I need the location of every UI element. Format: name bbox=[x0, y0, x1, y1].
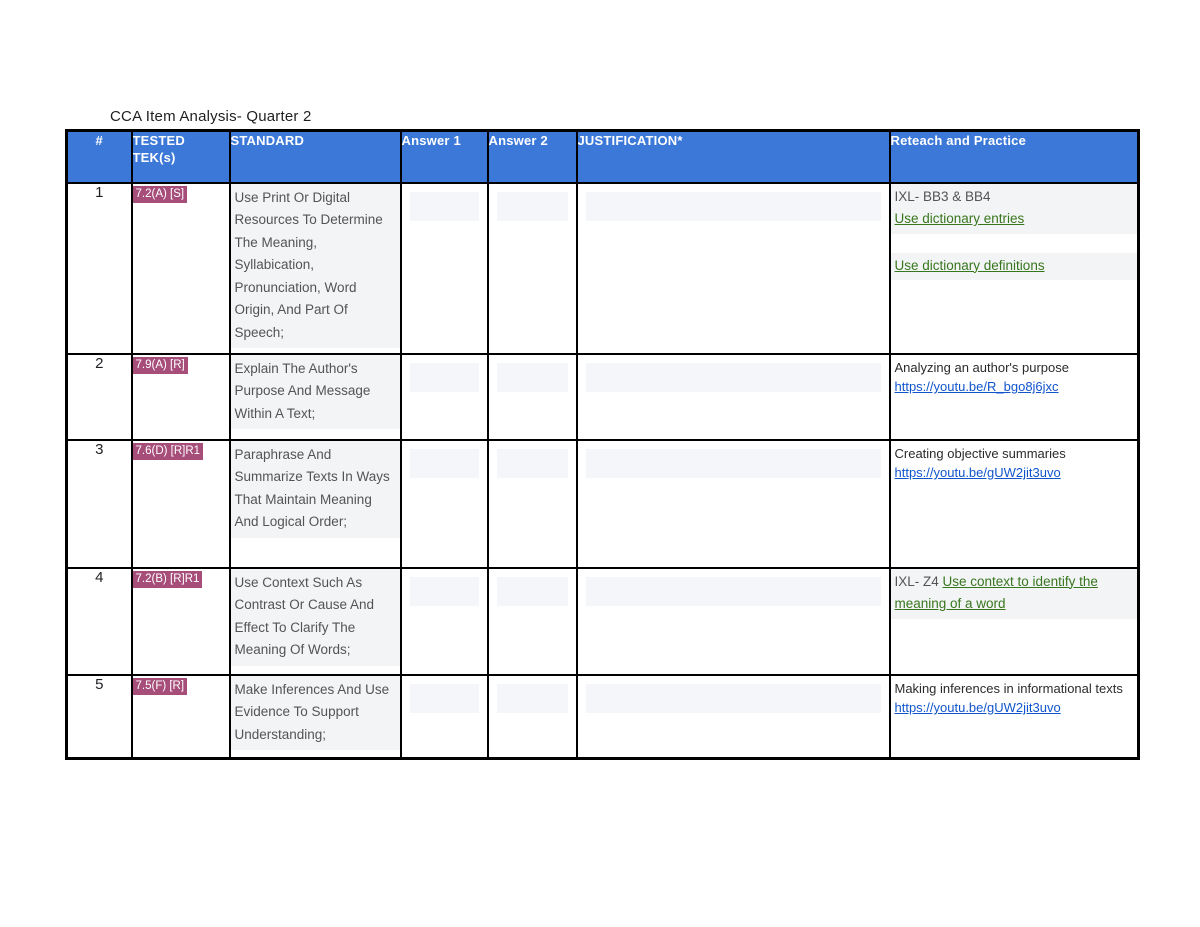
standard-cell: Paraphrase And Summarize Texts In Ways T… bbox=[228, 438, 402, 569]
table-row: 1 7.2(A) [S] Use Print Or Digital Resour… bbox=[65, 181, 1140, 355]
reteach-cell: Analyzing an author's purpose https://you… bbox=[888, 352, 1140, 441]
standard-text: Make Inferences And Use Evidence To Supp… bbox=[231, 676, 399, 750]
tek-cell: 7.6(D) [R]R1 bbox=[130, 438, 231, 569]
answer2-cell[interactable] bbox=[486, 181, 578, 355]
reteach-link[interactable]: https://youtu.be/gUW2jit3uvo bbox=[894, 700, 1061, 715]
tek-chip: 7.2(B) [R]R1 bbox=[133, 570, 203, 588]
answer2-cell[interactable] bbox=[486, 673, 578, 760]
answer1-empty-field[interactable] bbox=[409, 448, 479, 478]
answer2-empty-field[interactable] bbox=[496, 576, 568, 606]
reteach-cell: IXL- Z4 Use context to identify the mean… bbox=[888, 566, 1140, 676]
reteach-cell: IXL- BB3 & BB4 Use dictionary entries Use … bbox=[888, 181, 1140, 355]
justification-cell[interactable] bbox=[575, 352, 891, 441]
justification-empty-field[interactable] bbox=[585, 576, 881, 606]
row-number: 5 bbox=[95, 675, 104, 693]
column-header-standard: STANDARD bbox=[228, 129, 402, 184]
reteach-link[interactable]: Use dictionary entries bbox=[894, 211, 1025, 226]
reteach-text: Making inferences in informational texts bbox=[894, 680, 1123, 696]
justification-empty-field[interactable] bbox=[585, 448, 881, 478]
reteach-paragraph: IXL- Z4 Use context to identify the mean… bbox=[891, 569, 1137, 619]
answer2-empty-field[interactable] bbox=[496, 362, 568, 392]
standard-text: Use Print Or Digital Resources To Determ… bbox=[231, 184, 399, 348]
answer2-cell[interactable] bbox=[486, 352, 578, 441]
tek-cell: 7.5(F) [R] bbox=[130, 673, 231, 760]
table-row: 5 7.5(F) [R] Make Inferences And Use Evi… bbox=[65, 673, 1140, 760]
tek-chip: 7.2(A) [S] bbox=[133, 185, 188, 203]
reteach-spacer bbox=[892, 234, 1137, 253]
answer1-cell[interactable] bbox=[399, 181, 489, 355]
row-number-cell: 1 bbox=[65, 181, 133, 355]
answer1-cell[interactable] bbox=[399, 352, 489, 441]
reteach-paragraph: Analyzing an author's purpose https://you… bbox=[892, 356, 1137, 397]
reteach-paragraph: Making inferences in informational texts… bbox=[892, 677, 1137, 718]
reteach-text: IXL- BB3 & BB4 bbox=[894, 188, 991, 204]
item-analysis-table: # TESTED TEK(s) STANDARD Answer 1 Answer… bbox=[65, 129, 1140, 760]
standard-cell: Explain The Author's Purpose And Message… bbox=[228, 352, 402, 441]
answer2-empty-field[interactable] bbox=[496, 191, 568, 221]
standard-cell: Use Context Such As Contrast Or Cause An… bbox=[228, 566, 402, 676]
answer2-cell[interactable] bbox=[486, 438, 578, 569]
column-header-answer1: Answer 1 bbox=[399, 129, 489, 184]
tek-chip: 7.6(D) [R]R1 bbox=[133, 442, 204, 460]
justification-empty-field[interactable] bbox=[585, 683, 881, 713]
justification-cell[interactable] bbox=[575, 673, 891, 760]
reteach-paragraph: IXL- BB3 & BB4 Use dictionary entries bbox=[891, 184, 1137, 234]
answer2-empty-field[interactable] bbox=[496, 448, 568, 478]
column-header-number: # bbox=[65, 129, 133, 184]
column-header-justification: JUSTIFICATION* bbox=[575, 129, 891, 184]
answer1-cell[interactable] bbox=[399, 566, 489, 676]
standard-text: Explain The Author's Purpose And Message… bbox=[231, 355, 399, 429]
reteach-cell: Making inferences in informational texts… bbox=[888, 673, 1140, 760]
page-title: CCA Item Analysis- Quarter 2 bbox=[110, 108, 312, 125]
reteach-cell: Creating objective summaries https://yout… bbox=[888, 438, 1140, 569]
reteach-text: Analyzing an author's purpose bbox=[894, 359, 1069, 375]
justification-cell[interactable] bbox=[575, 438, 891, 569]
reteach-link[interactable]: https://youtu.be/gUW2jit3uvo bbox=[894, 465, 1061, 480]
reteach-link[interactable]: Use dictionary definitions bbox=[894, 257, 1045, 273]
tek-cell: 7.2(A) [S] bbox=[130, 181, 231, 355]
answer1-empty-field[interactable] bbox=[409, 576, 479, 606]
standard-text: Paraphrase And Summarize Texts In Ways T… bbox=[231, 441, 399, 538]
answer1-empty-field[interactable] bbox=[409, 191, 479, 221]
column-header-answer2: Answer 2 bbox=[486, 129, 578, 184]
standard-cell: Use Print Or Digital Resources To Determ… bbox=[228, 181, 402, 355]
table-row: 2 7.9(A) [R] Explain The Author's Purpos… bbox=[65, 352, 1140, 441]
answer2-cell[interactable] bbox=[486, 566, 578, 676]
reteach-link[interactable]: https://youtu.be/R_bgo8j6jxc bbox=[894, 379, 1059, 394]
standard-cell: Make Inferences And Use Evidence To Supp… bbox=[228, 673, 402, 760]
justification-empty-field[interactable] bbox=[585, 191, 881, 221]
tek-cell: 7.2(B) [R]R1 bbox=[130, 566, 231, 676]
table-row: 4 7.2(B) [R]R1 Use Context Such As Contr… bbox=[65, 566, 1140, 676]
row-number: 4 bbox=[95, 568, 104, 586]
reteach-text: Creating objective summaries bbox=[894, 445, 1066, 461]
tek-chip: 7.5(F) [R] bbox=[133, 677, 188, 695]
reteach-paragraph: Use dictionary definitions bbox=[891, 252, 1137, 280]
row-number-cell: 2 bbox=[65, 352, 133, 441]
reteach-text: IXL- Z4 bbox=[894, 573, 943, 589]
justification-cell[interactable] bbox=[575, 181, 891, 355]
column-header-tested-tek: TESTED TEK(s) bbox=[130, 129, 231, 184]
answer1-cell[interactable] bbox=[399, 438, 489, 569]
row-number: 2 bbox=[95, 354, 104, 372]
answer1-empty-field[interactable] bbox=[409, 683, 479, 713]
row-number-cell: 3 bbox=[65, 438, 133, 569]
answer1-empty-field[interactable] bbox=[409, 362, 479, 392]
reteach-paragraph: Creating objective summaries https://yout… bbox=[892, 442, 1137, 483]
row-number: 3 bbox=[95, 440, 104, 458]
standard-text: Use Context Such As Contrast Or Cause An… bbox=[231, 569, 399, 666]
row-number: 1 bbox=[95, 183, 104, 201]
column-header-reteach: Reteach and Practice bbox=[888, 129, 1140, 184]
justification-empty-field[interactable] bbox=[585, 362, 881, 392]
answer1-cell[interactable] bbox=[399, 673, 489, 760]
header-row: # TESTED TEK(s) STANDARD Answer 1 Answer… bbox=[65, 129, 1140, 184]
reteach-link[interactable]: Use context to identify the meaning of a… bbox=[894, 573, 1098, 612]
row-number-cell: 5 bbox=[65, 673, 133, 760]
tek-chip: 7.9(A) [R] bbox=[133, 356, 188, 374]
justification-cell[interactable] bbox=[575, 566, 891, 676]
tek-cell: 7.9(A) [R] bbox=[130, 352, 231, 441]
answer2-empty-field[interactable] bbox=[496, 683, 568, 713]
row-number-cell: 4 bbox=[65, 566, 133, 676]
table-row: 3 7.6(D) [R]R1 Paraphrase And Summarize … bbox=[65, 438, 1140, 569]
